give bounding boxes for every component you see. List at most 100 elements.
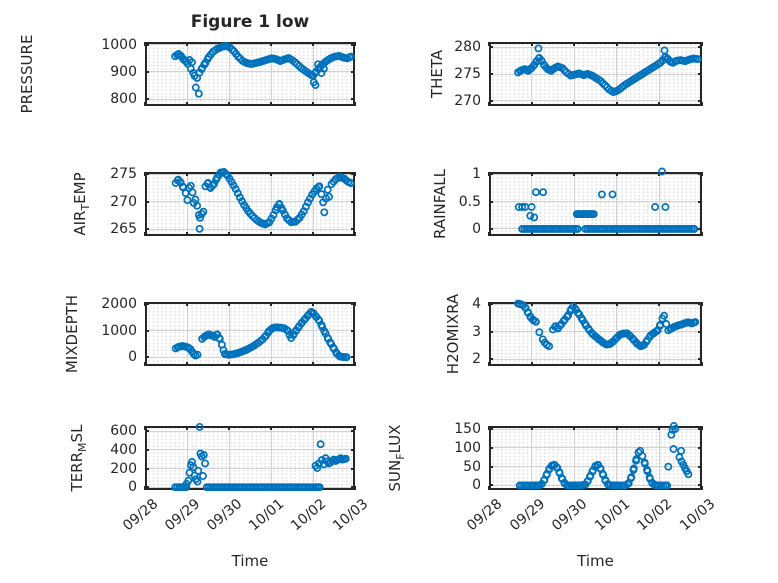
scatter-points	[171, 41, 355, 98]
x-tick-mark	[573, 426, 576, 430]
x-tick-mark	[228, 302, 230, 306]
scatter-points	[514, 299, 700, 351]
grid-line-horizontal	[146, 228, 354, 230]
x-tick-mark	[615, 302, 618, 306]
grid-line-horizontal	[490, 484, 701, 486]
y-tick-label: 265	[110, 221, 137, 238]
x-tick-label: 10/03	[677, 496, 719, 535]
y-tick-mark	[145, 356, 149, 359]
y-tick-mark	[489, 46, 493, 49]
x-tick-mark	[354, 362, 356, 366]
grid-line-horizontal	[146, 98, 354, 100]
y-tick-mark	[145, 467, 149, 470]
grid-line-horizontal	[146, 173, 354, 175]
grid-line-horizontal	[490, 447, 701, 449]
grid-line-vertical	[616, 173, 618, 235]
subplot-pressure: 800 900 1000 PRESSURE	[18, 35, 356, 113]
grid-line-horizontal	[490, 100, 701, 102]
x-tick-mark	[701, 42, 703, 46]
x-tick-mark	[354, 102, 356, 106]
x-tick-label: 09/30	[549, 496, 591, 535]
x-tick-mark	[270, 42, 272, 46]
x-tick-mark	[530, 302, 533, 306]
x-tick-mark	[186, 42, 188, 46]
y-axis-label: SUNFLUX	[386, 424, 407, 492]
x-tick-mark	[530, 426, 533, 430]
x-tick-mark	[270, 426, 272, 430]
y-tick-label: 0	[128, 479, 137, 496]
x-tick-label: 09/30	[204, 496, 246, 535]
y-tick-mark	[489, 358, 493, 361]
y-tick-mark	[145, 173, 149, 176]
grid-line-horizontal	[146, 449, 354, 451]
x-tick-mark	[354, 42, 356, 46]
y-tick-mark	[489, 99, 493, 102]
y-tick-mark	[489, 73, 493, 75]
x-tick-label: 10/02	[634, 496, 676, 535]
x-tick-mark	[615, 42, 618, 46]
grid-line-vertical	[228, 303, 230, 365]
grid-line-vertical	[573, 303, 575, 365]
y-tick-mark	[145, 43, 149, 46]
x-tick-mark	[701, 232, 703, 236]
grid-line-horizontal	[490, 428, 701, 430]
y-tick-mark	[489, 465, 493, 468]
x-axis-label-right: Time	[577, 552, 614, 570]
x-tick-mark	[270, 302, 272, 306]
x-tick-mark	[701, 172, 703, 176]
y-tick-label: 200	[110, 460, 137, 477]
grid-line-horizontal	[146, 330, 354, 332]
x-tick-label: 10/01	[246, 496, 288, 535]
y-tick-label: 100	[454, 439, 481, 456]
scatter-points	[171, 168, 355, 233]
x-tick-mark	[312, 426, 314, 430]
y-tick-mark	[145, 329, 149, 332]
grid-line-horizontal	[146, 201, 354, 203]
grid-line-vertical	[228, 43, 230, 105]
subplot-airtemp: 265 270 275 AIRTEMP	[71, 166, 356, 237]
scatter-points	[514, 44, 702, 97]
x-tick-mark	[186, 302, 188, 306]
scatter-points	[514, 167, 699, 233]
grid-line-vertical	[658, 173, 660, 235]
y-tick-label: 0	[128, 349, 137, 366]
grid-line-horizontal	[490, 46, 701, 48]
x-tick-label: 09/29	[506, 496, 548, 535]
scatter-points	[515, 422, 693, 490]
x-tick-mark	[701, 302, 703, 306]
grid-line-vertical	[658, 303, 660, 365]
grid-line-vertical	[228, 173, 230, 235]
grid-line-horizontal	[146, 468, 354, 469]
grid-line-horizontal	[146, 356, 354, 358]
grid-line-vertical	[573, 427, 575, 489]
x-tick-label: 10/01	[591, 496, 634, 535]
grid-line-vertical	[531, 303, 533, 365]
y-axis-label: H2OMIXRA	[444, 293, 462, 375]
y-tick-mark	[489, 484, 493, 487]
y-tick-label: 400	[110, 441, 137, 458]
grid-line-vertical	[616, 427, 618, 489]
grid-line-vertical	[312, 427, 314, 489]
x-tick-mark	[530, 42, 533, 46]
y-tick-mark	[489, 200, 493, 203]
scatter-points	[171, 422, 350, 492]
y-tick-label: 2	[472, 351, 481, 368]
x-tick-label: 10/02	[288, 496, 330, 535]
y-tick-mark	[145, 200, 149, 203]
x-tick-mark	[228, 426, 230, 430]
subplot-h2omixra: 2 3 4 H2OMIXRA	[444, 294, 703, 374]
x-tick-mark	[658, 302, 661, 306]
y-tick-label: 270	[110, 193, 137, 210]
subplot-mixdepth: 0 1000 2000 MIXDEPTH	[63, 295, 356, 373]
y-axis-label: TERRMSL	[68, 424, 89, 492]
grid-line-horizontal	[490, 173, 701, 175]
x-tick-mark	[354, 232, 356, 236]
y-tick-mark	[489, 303, 493, 306]
y-tick-mark	[489, 446, 493, 449]
y-tick-label: 50	[463, 458, 481, 475]
y-tick-label: 1000	[101, 322, 137, 339]
grid-line-horizontal	[490, 201, 701, 203]
grid-line-horizontal	[146, 71, 354, 73]
grid-line-vertical	[186, 427, 188, 489]
figure-title: Figure 1 low	[190, 12, 310, 32]
